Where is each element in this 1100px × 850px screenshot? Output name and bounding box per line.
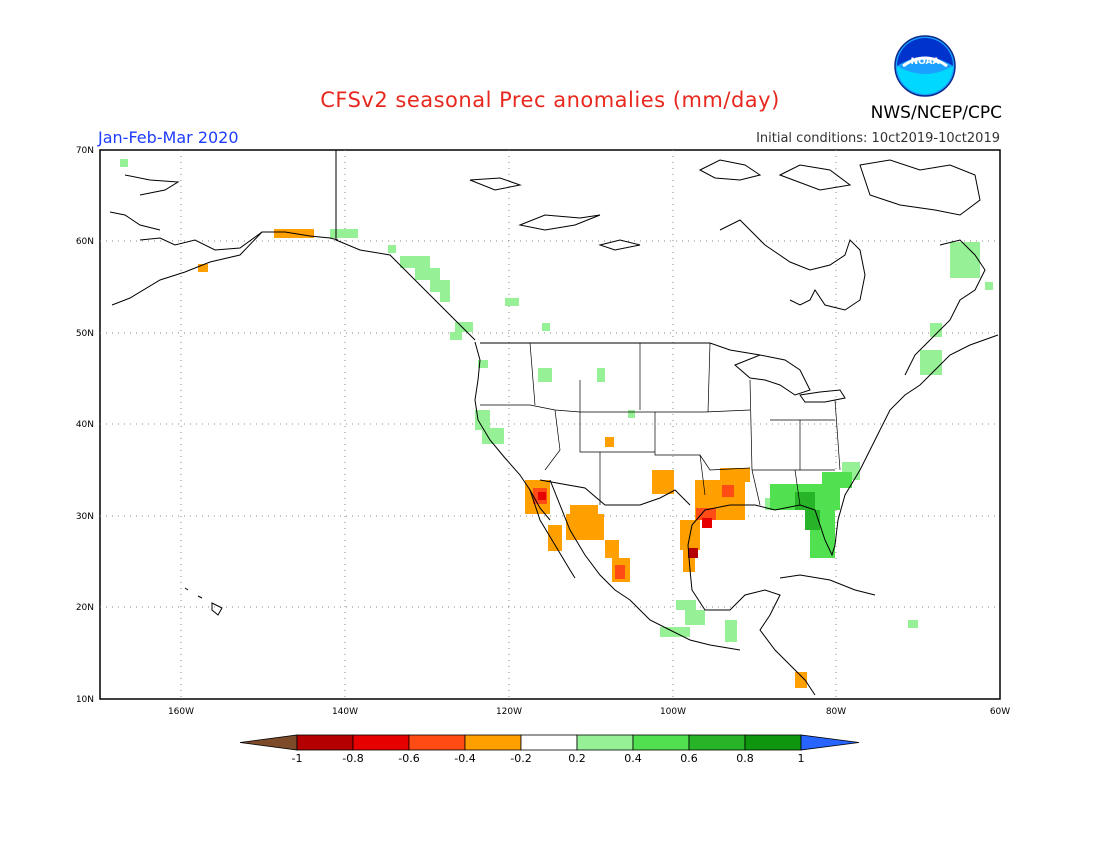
svg-text:60W: 60W bbox=[990, 707, 1010, 717]
forecast-period: Jan-Feb-Mar 2020 bbox=[98, 128, 239, 147]
svg-text:20N: 20N bbox=[76, 603, 94, 613]
svg-text:50N: 50N bbox=[76, 329, 94, 339]
svg-text:10N: 10N bbox=[76, 695, 94, 705]
svg-text:100W: 100W bbox=[660, 707, 686, 717]
svg-text:140W: 140W bbox=[332, 707, 358, 717]
legend-label: -0.2 bbox=[510, 752, 531, 765]
state-borders bbox=[480, 342, 841, 506]
svg-text:70N: 70N bbox=[76, 146, 94, 156]
legend-swatch bbox=[296, 734, 354, 751]
legend-label: 1 bbox=[798, 752, 805, 765]
legend-swatch bbox=[576, 734, 634, 751]
initial-conditions: Initial conditions: 10ct2019-10ct2019 bbox=[756, 131, 1000, 146]
color-legend: -1 -0.8 -0.6 -0.4 -0.2 0.2 0.4 0.6 0.8 1 bbox=[239, 734, 860, 765]
svg-text:30N: 30N bbox=[76, 512, 94, 522]
legend-label: 0.6 bbox=[680, 752, 698, 765]
logo-text: NOAA bbox=[911, 57, 940, 67]
lon-labels: 160W 140W 120W 100W 80W 60W bbox=[168, 707, 1010, 717]
legend-swatch bbox=[688, 734, 746, 751]
legend-swatch bbox=[408, 734, 466, 751]
legend-swatch bbox=[800, 734, 860, 751]
noaa-logo: NOAA bbox=[894, 35, 956, 97]
lat-labels: 70N 60N 50N 40N 30N 20N 10N bbox=[76, 146, 94, 705]
svg-text:120W: 120W bbox=[496, 707, 522, 717]
legend-swatch bbox=[464, 734, 522, 751]
coastlines bbox=[109, 150, 999, 696]
svg-text:60N: 60N bbox=[76, 237, 94, 247]
svg-text:160W: 160W bbox=[168, 707, 194, 717]
map-title: CFSv2 seasonal Prec anomalies (mm/day) bbox=[320, 88, 780, 112]
legend-label: -0.4 bbox=[454, 752, 475, 765]
agency-label: NWS/NCEP/CPC bbox=[870, 103, 1002, 123]
legend-label: 0.2 bbox=[568, 752, 586, 765]
legend-swatch bbox=[520, 734, 578, 751]
legend-swatch bbox=[352, 734, 410, 751]
legend-swatch bbox=[744, 734, 802, 751]
legend-label: -0.8 bbox=[342, 752, 363, 765]
svg-text:80W: 80W bbox=[826, 707, 846, 717]
svg-text:40N: 40N bbox=[76, 420, 94, 430]
legend-swatch bbox=[239, 734, 298, 751]
legend-label: 0.8 bbox=[736, 752, 754, 765]
legend-label: 0.4 bbox=[624, 752, 642, 765]
legend-label: -0.6 bbox=[398, 752, 419, 765]
legend-label: -1 bbox=[292, 752, 303, 765]
legend-swatch bbox=[632, 734, 690, 751]
